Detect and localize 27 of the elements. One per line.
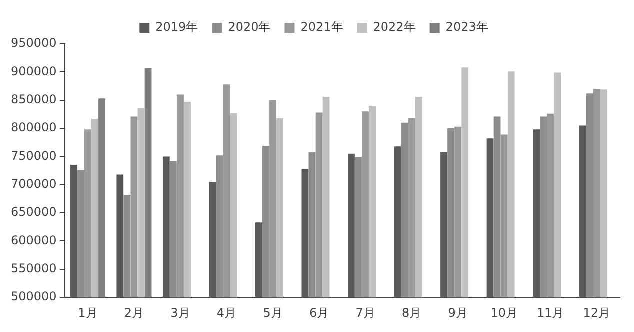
y-tick-label: 800000 xyxy=(10,120,57,135)
legend-label: 2020年 xyxy=(228,20,271,34)
y-tick-label: 550000 xyxy=(10,262,57,276)
y-tick-label: 750000 xyxy=(10,148,57,163)
x-tick-label: 6月 xyxy=(309,306,330,320)
legend-label: 2022年 xyxy=(373,20,416,34)
x-tick-label: 8月 xyxy=(402,306,422,320)
x-tick-label: 4月 xyxy=(216,306,237,320)
y-tick-label: 900000 xyxy=(10,64,57,78)
x-tick-label: 7月 xyxy=(356,306,376,320)
y-tick-label: 650000 xyxy=(10,205,57,220)
legend-label: 2023年 xyxy=(446,20,488,34)
x-tick-label: 1月 xyxy=(78,306,98,320)
legend-label: 2021年 xyxy=(300,20,344,34)
y-tick-label: 500000 xyxy=(10,290,57,304)
x-tick-label: 9月 xyxy=(448,306,468,320)
x-tick-label: 5月 xyxy=(263,306,283,320)
x-tick-label: 3月 xyxy=(170,306,190,320)
x-tick-label: 10月 xyxy=(490,306,518,320)
x-tick-label: 11月 xyxy=(536,306,564,320)
x-tick-label: 2月 xyxy=(124,306,144,320)
legend-label: 2019年 xyxy=(156,20,198,34)
y-tick-label: 950000 xyxy=(10,36,57,50)
y-tick-label: 700000 xyxy=(10,177,57,192)
y-tick-label: 850000 xyxy=(10,92,57,106)
y-tick-label: 600000 xyxy=(10,233,57,248)
x-tick-label: 12月 xyxy=(583,306,611,320)
